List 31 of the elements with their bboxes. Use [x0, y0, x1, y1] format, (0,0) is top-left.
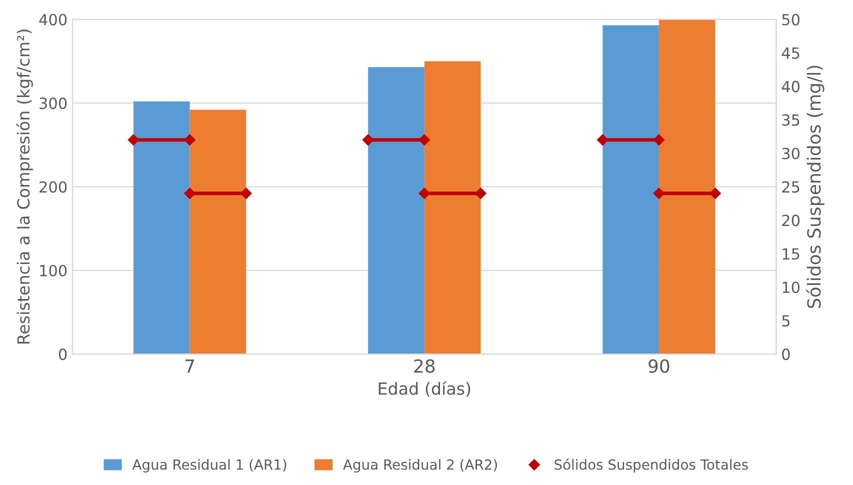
y-tick-label: 0 [58, 348, 67, 360]
legend-label: Sólidos Suspendidos Totales [554, 458, 748, 472]
y-tick-label: 200 [40, 181, 67, 193]
y2-tick-label: 0 [782, 348, 790, 360]
y-tick-label: 300 [40, 98, 67, 110]
bar [602, 25, 659, 354]
x-tick-label: 90 [648, 359, 670, 373]
x-tick-label: 28 [414, 359, 435, 373]
bar [190, 110, 246, 354]
bar [658, 19, 716, 354]
y2-axis-title: Sólidos Suspendidos (mg/l) [806, 66, 824, 308]
y2-tick-label: 50 [782, 14, 800, 26]
y-axis-title: Resistencia a la Compresión (kgf/cm²) [16, 30, 33, 344]
y-tick-label: 400 [39, 14, 67, 26]
legend-label: Agua Residual 1 (AR1) [132, 459, 286, 472]
legend-label: Agua Residual 2 (AR2) [343, 459, 497, 472]
y2-tick-label: 20 [782, 214, 800, 226]
y2-tick-label: 40 [782, 80, 800, 92]
y2-tick-label: 15 [782, 248, 800, 260]
y-tick-label: 100 [40, 264, 67, 276]
y2-tick-label: 5 [782, 315, 790, 327]
bar [133, 101, 190, 354]
x-axis-title: Edad (días) [378, 381, 470, 397]
y2-tick-label: 10 [782, 282, 800, 294]
x-tick-label: 7 [186, 359, 194, 373]
y2-tick-label: 35 [782, 114, 800, 126]
bar [368, 67, 424, 354]
y2-tick-label: 30 [782, 148, 800, 160]
bar [424, 61, 481, 354]
y2-tick-label: 25 [782, 181, 800, 193]
y2-tick-label: 45 [782, 48, 800, 59]
